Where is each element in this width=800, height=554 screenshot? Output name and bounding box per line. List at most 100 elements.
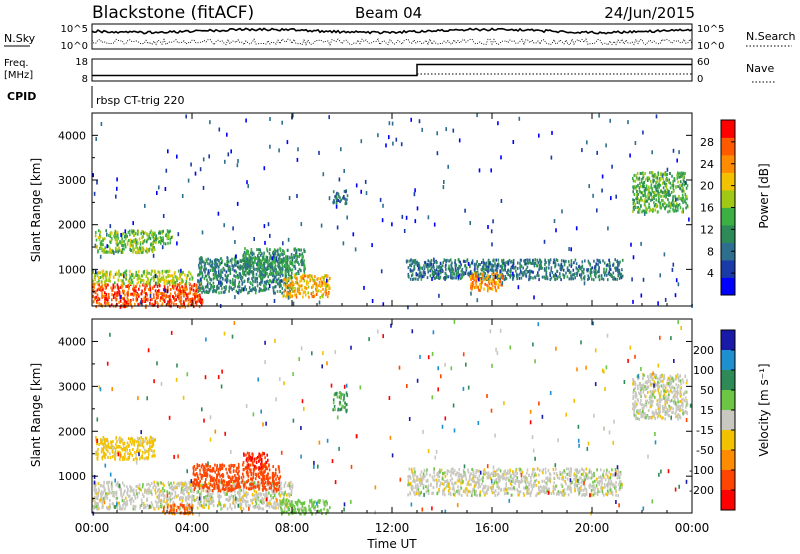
velocity-echo	[168, 483, 170, 487]
power-echo	[168, 233, 170, 237]
velocity-echo	[265, 488, 267, 491]
power-echo	[636, 190, 638, 194]
power-echo	[464, 272, 467, 275]
power-echo	[643, 193, 646, 197]
velocity-echo	[219, 464, 222, 468]
power-echo	[672, 180, 674, 184]
power-echo	[638, 186, 641, 190]
velocity-echo	[256, 497, 258, 500]
power-echo	[169, 288, 172, 291]
power-echo	[544, 259, 546, 263]
velocity-echo	[275, 477, 277, 481]
power-echo	[263, 288, 265, 292]
power-echo	[613, 276, 615, 279]
power-echo	[496, 273, 499, 277]
power-echo	[139, 242, 142, 246]
power-echo	[438, 264, 440, 268]
power-echo	[444, 275, 446, 279]
power-echo	[149, 237, 152, 241]
power-echo	[413, 260, 415, 264]
power-echo	[198, 299, 201, 303]
power-echo	[295, 251, 298, 255]
power-echo	[275, 280, 277, 284]
power-echo	[504, 268, 506, 272]
power-cbar-tick-label: 28	[700, 136, 714, 149]
power-echo	[597, 275, 600, 279]
power-echo	[517, 285, 520, 290]
velocity-echo	[196, 506, 199, 510]
power-echo	[236, 163, 239, 168]
power-echo	[640, 178, 643, 182]
power-echo	[208, 288, 211, 292]
velocity-echo	[110, 484, 113, 488]
power-echo	[218, 127, 221, 132]
power-echo	[234, 281, 236, 285]
velocity-echo	[262, 507, 265, 511]
power-echo	[159, 284, 161, 288]
power-echo	[653, 185, 656, 189]
power-echo	[264, 288, 266, 292]
power-echo	[141, 248, 143, 252]
power-echo	[136, 250, 139, 254]
power-echo	[248, 258, 250, 262]
velocity-echo	[245, 500, 248, 504]
power-echo	[214, 258, 217, 262]
velocity-echo	[278, 465, 280, 469]
power-echo	[109, 250, 112, 254]
power-echo	[653, 173, 656, 177]
power-echo	[533, 295, 535, 300]
power-echo	[650, 208, 653, 212]
power-echo	[285, 273, 287, 277]
power-echo	[295, 293, 298, 297]
velocity-echo	[154, 491, 157, 495]
power-echo	[503, 264, 506, 268]
power-echo	[560, 268, 562, 272]
power-echo	[284, 263, 287, 267]
power-echo	[194, 297, 196, 301]
power-echo	[143, 296, 145, 300]
power-echo	[225, 287, 227, 291]
power-echo	[636, 172, 639, 176]
power-echo	[122, 271, 125, 275]
power-echo	[143, 240, 145, 243]
power-echo	[574, 258, 577, 262]
power-echo	[320, 289, 322, 293]
velocity-echo	[185, 483, 188, 487]
power-echo	[100, 240, 103, 244]
power-echo	[243, 253, 245, 257]
power-echo	[640, 197, 642, 201]
velocity-echo	[250, 477, 252, 481]
velocity-echo	[203, 501, 205, 505]
power-cbar-tick-label: 4	[707, 267, 714, 280]
power-echo	[158, 231, 160, 235]
power-echo	[642, 209, 644, 213]
power-echo	[641, 198, 643, 202]
power-echo	[256, 257, 258, 260]
power-echo	[286, 290, 288, 294]
power-echo	[566, 275, 569, 279]
power-echo	[199, 167, 202, 172]
velocity-echo	[132, 507, 135, 511]
power-echo	[279, 281, 282, 285]
power-echo	[124, 270, 126, 274]
velocity-echo	[279, 481, 282, 485]
power-echo	[609, 118, 611, 123]
power-echo	[107, 292, 110, 296]
power-echo	[659, 183, 662, 187]
velocity-echo	[239, 503, 241, 507]
power-echo	[261, 289, 263, 293]
power-echo	[678, 203, 681, 206]
velocity-echo	[265, 492, 267, 496]
power-echo	[268, 259, 271, 263]
power-echo	[128, 279, 131, 283]
power-echo	[165, 168, 168, 173]
power-echo	[551, 271, 554, 274]
power-echo	[417, 277, 419, 281]
power-echo	[176, 241, 178, 246]
velocity-echo	[163, 489, 166, 493]
power-echo	[642, 174, 645, 178]
velocity-echo	[112, 494, 114, 498]
velocity-echo	[170, 491, 172, 495]
power-echo	[167, 295, 170, 299]
power-echo	[300, 269, 302, 273]
